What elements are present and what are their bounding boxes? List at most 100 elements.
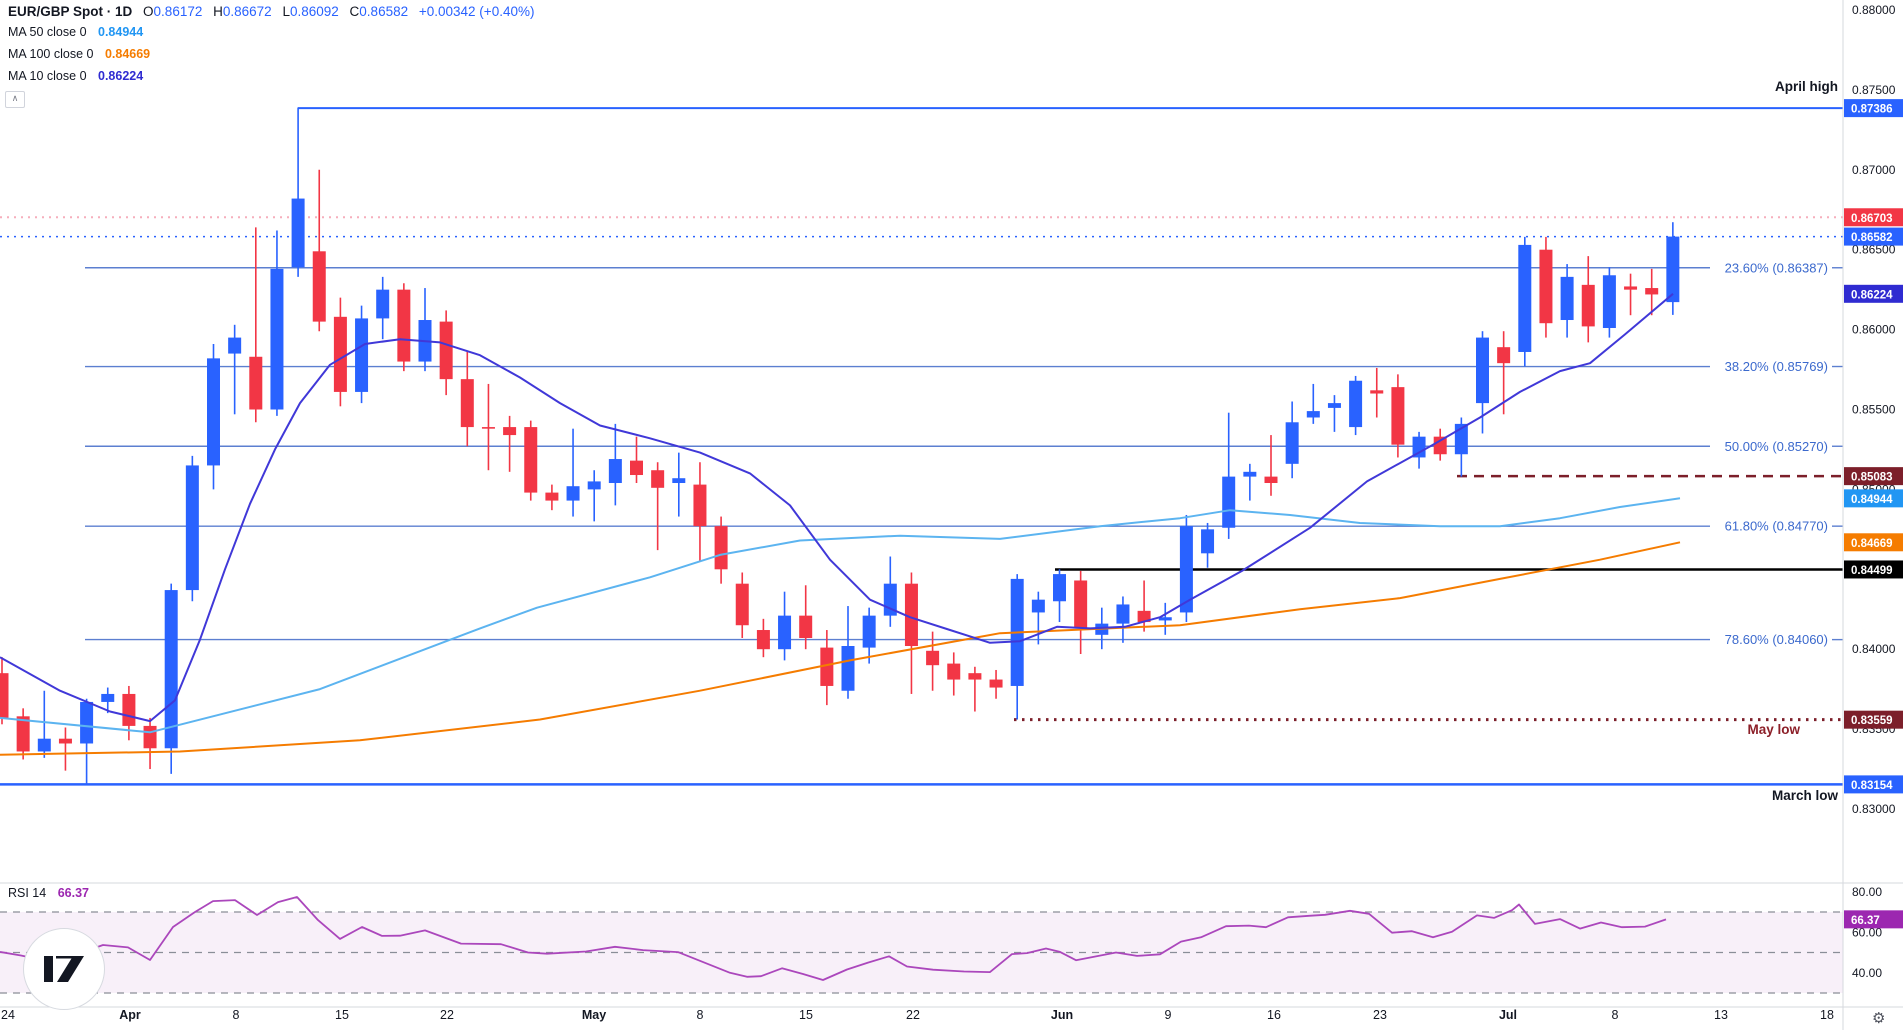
- candle: [651, 462, 665, 551]
- candle-body: [1560, 276, 1574, 321]
- price-tag-bg: [1844, 467, 1903, 486]
- candle: [418, 288, 432, 372]
- candle-body: [333, 316, 347, 392]
- candle: [101, 687, 115, 714]
- price-axis-label: 0.84000: [1852, 642, 1896, 656]
- candle-body: [841, 646, 855, 691]
- candle-body: [1031, 599, 1045, 613]
- candle-body: [503, 427, 517, 436]
- price-tag-value: 0.84499: [1851, 565, 1893, 577]
- candle: [1560, 264, 1574, 338]
- candle: [228, 324, 242, 415]
- candle: [1518, 236, 1532, 367]
- candle-body: [1179, 526, 1193, 613]
- candle: [185, 455, 199, 602]
- price-tag-value: 0.83154: [1851, 780, 1893, 792]
- candle: [249, 227, 263, 423]
- candle-body: [291, 198, 305, 268]
- candle: [1010, 574, 1024, 720]
- candle-body: [862, 615, 876, 648]
- candle: [333, 297, 347, 407]
- candle-body: [947, 663, 961, 680]
- price-axis-label: 0.87000: [1852, 163, 1896, 177]
- candle: [312, 169, 326, 332]
- gear-icon[interactable]: ⚙: [1872, 1010, 1886, 1027]
- candle-body: [1476, 337, 1489, 404]
- high-value: 0.86672: [222, 4, 272, 19]
- tradingview-logo[interactable]: [23, 928, 105, 1010]
- candle-body: [1053, 574, 1066, 602]
- candle: [503, 415, 517, 472]
- ma10-legend[interactable]: MA 10 close 0 0.86224: [8, 69, 143, 83]
- candle: [1053, 569, 1066, 623]
- candle-body: [439, 321, 453, 380]
- candle-body: [778, 615, 792, 650]
- candle-body: [693, 484, 707, 527]
- candle-body: [1391, 387, 1405, 445]
- rsi-legend[interactable]: RSI 14 66.37: [8, 886, 89, 900]
- chevron-up-icon[interactable]: ∧: [5, 91, 25, 108]
- open-value: 0.86172: [153, 4, 203, 19]
- candle: [481, 383, 495, 471]
- candle: [291, 107, 305, 277]
- price-tag-bg: [1844, 208, 1903, 227]
- price-tag-bg: [1844, 227, 1903, 246]
- candle-body: [651, 470, 665, 488]
- low-label: L: [282, 4, 290, 19]
- candle: [1158, 602, 1172, 635]
- ma50-legend[interactable]: MA 50 close 0 0.84944: [8, 25, 143, 39]
- ma100-legend[interactable]: MA 100 close 0 0.84669: [8, 47, 150, 61]
- symbol-title[interactable]: EUR/GBP Spot · 1D: [8, 4, 133, 19]
- candle-body: [164, 590, 178, 749]
- candle: [1285, 401, 1299, 479]
- candle: [1539, 236, 1553, 338]
- candle-body: [16, 716, 30, 752]
- candle-body: [1201, 529, 1215, 554]
- candle-body: [1074, 580, 1088, 629]
- price-tag-bg: [1844, 99, 1903, 118]
- candle: [122, 685, 136, 741]
- candle: [820, 630, 834, 706]
- candle: [524, 420, 538, 501]
- candle: [164, 583, 178, 774]
- candle-body: [756, 630, 770, 650]
- price-tag-value: 0.86582: [1851, 232, 1893, 244]
- rsi-tag-bg: [1844, 910, 1903, 929]
- candle-body: [460, 379, 474, 428]
- candle: [883, 556, 897, 627]
- rsi-tag-value: 66.37: [1851, 915, 1880, 927]
- candle-body: [1624, 286, 1638, 290]
- time-axis[interactable]: 24 Apr 8 15 22 May 8 15 22 Jun 9 16 23 Jul 8 13 18: [1, 1008, 1834, 1022]
- price-axis-label: 0.86000: [1852, 323, 1896, 337]
- april-high-line-label: April high: [1775, 79, 1838, 94]
- candle: [545, 484, 559, 511]
- candle: [608, 423, 622, 506]
- change-value: +0.00342 (+0.40%): [418, 4, 535, 19]
- rsi-tag: 66.37: [1844, 910, 1903, 929]
- price-tag: 0.86703: [1844, 208, 1903, 227]
- symbol-legend[interactable]: EUR/GBP Spot · 1D O0.86172 H0.86672 L0.8…: [8, 4, 534, 19]
- price-tag: 0.84499: [1844, 560, 1903, 579]
- candle: [968, 666, 982, 712]
- high-label: H: [213, 4, 223, 19]
- price-tag: 0.84669: [1844, 533, 1903, 552]
- price-tag: 0.83154: [1844, 775, 1903, 794]
- candle-body: [1137, 610, 1151, 623]
- candle-body: [312, 251, 326, 322]
- candle: [355, 305, 369, 404]
- candle: [16, 708, 30, 760]
- candle-body: [1412, 436, 1426, 458]
- candle-body: [1666, 236, 1680, 303]
- candle-body: [270, 268, 284, 410]
- rsi-pane[interactable]: [0, 896, 1843, 994]
- march-low-line-label: March low: [1772, 788, 1839, 803]
- candle-body: [904, 583, 918, 647]
- candle: [397, 283, 411, 372]
- price-tag-value: 0.85083: [1851, 472, 1893, 484]
- ma50-value: 0.84944: [98, 25, 144, 39]
- price-tag: 0.83559: [1844, 710, 1903, 729]
- price-tag-bg: [1844, 284, 1903, 303]
- candles-layer[interactable]: [0, 107, 1680, 784]
